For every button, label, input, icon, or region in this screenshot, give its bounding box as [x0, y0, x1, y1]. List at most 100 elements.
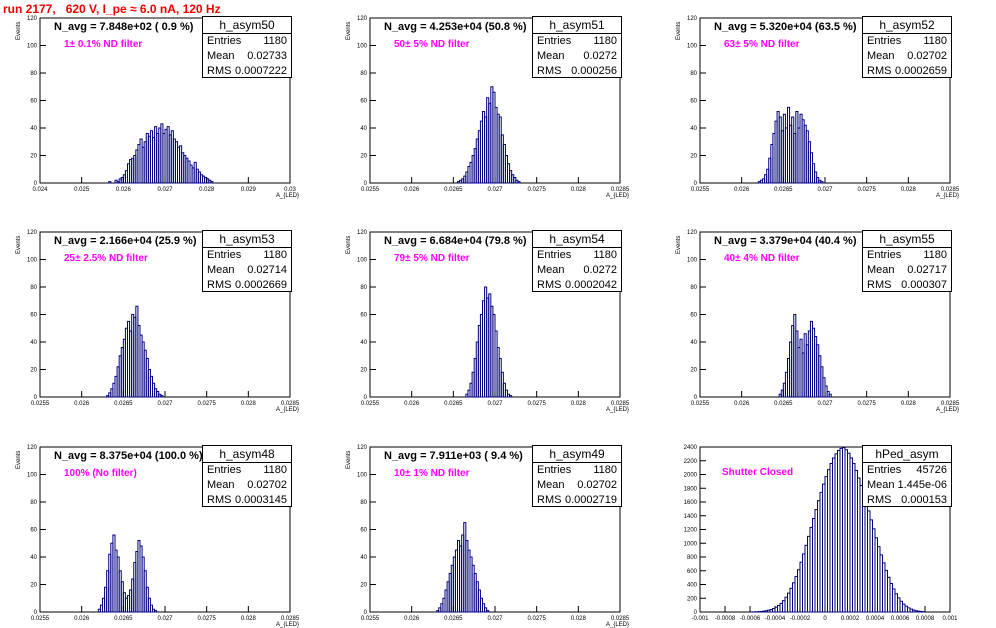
x-axis-label: A_{LED}: [606, 407, 629, 413]
x-tick-label: 0.027: [817, 401, 833, 407]
x-tick-label: -0.0008: [715, 616, 736, 622]
x-tick-label: 0.026: [404, 616, 420, 622]
x-tick-label: 0.0265: [774, 401, 793, 407]
y-tick-label: 2400: [684, 445, 698, 451]
x-tick-label: 0.027: [487, 187, 503, 193]
x-axis-label: A_{LED}: [276, 622, 299, 628]
stats-box-title: h_asym48: [203, 446, 291, 463]
stats-value: 0.0272: [583, 263, 617, 278]
stats-value: 1180: [593, 248, 617, 263]
y-tick-label: 600: [687, 569, 698, 575]
x-axis-label: A_{LED}: [606, 622, 629, 628]
x-tick-label: 0.0265: [114, 616, 133, 622]
stats-key: RMS: [867, 64, 891, 79]
histogram-bin: [821, 182, 823, 183]
navg-label: N_avg = 5.320e+04 (63.5 %): [714, 21, 856, 33]
y-tick-label: 40: [360, 555, 367, 561]
x-tick-label: 0.0255: [361, 401, 380, 407]
stats-value: 1180: [263, 463, 287, 478]
y-tick-label: 120: [27, 230, 38, 236]
x-tick-label: 0.0275: [857, 401, 876, 407]
y-tick-label: 2000: [684, 473, 698, 479]
stats-value: 0.000256: [571, 64, 617, 79]
y-tick-label: 120: [27, 445, 38, 451]
x-tick-label: 0.0275: [527, 401, 546, 407]
y-tick-label: 100: [357, 258, 368, 264]
y-tick-label: 80: [30, 500, 37, 506]
x-tick-label: 0.026: [734, 401, 750, 407]
y-tick-label: 120: [687, 230, 698, 236]
y-tick-label: 100: [687, 44, 698, 50]
histogram-bin: [109, 182, 111, 183]
y-tick-label: 40: [360, 340, 367, 346]
stats-key: Entries: [207, 463, 241, 478]
stats-value: 45726: [916, 463, 947, 478]
navg-label: N_avg = 6.684e+04 (79.8 %): [384, 235, 526, 247]
y-tick-label: 20: [360, 154, 367, 160]
x-axis-label: A_{LED}: [276, 193, 299, 199]
y-tick-label: 100: [687, 258, 698, 264]
stats-key: Mean: [867, 478, 895, 493]
y-tick-label: 120: [357, 230, 368, 236]
x-tick-label: 0.024: [32, 187, 48, 193]
y-tick-label: 60: [360, 528, 367, 534]
stats-value: 1180: [923, 34, 947, 49]
x-tick-label: 0.026: [74, 616, 90, 622]
stats-box-title: h_asym52: [863, 17, 951, 34]
y-tick-label: 40: [30, 126, 37, 132]
stats-value: 0.0002719: [565, 493, 617, 508]
x-tick-label: 0.028: [241, 401, 257, 407]
stats-box-title: h_asym55: [863, 231, 951, 248]
stats-box-title: h_asym53: [203, 231, 291, 248]
x-tick-label: 0.0275: [197, 616, 216, 622]
y-tick-label: 80: [30, 71, 37, 77]
x-tick-label: 0.027: [157, 187, 173, 193]
stats-key: RMS: [537, 278, 561, 293]
stats-box-title: h_asym51: [533, 17, 621, 34]
y-tick-label: 400: [687, 583, 698, 589]
stats-value: 1180: [263, 248, 287, 263]
x-tick-label: 0.026: [404, 401, 420, 407]
x-tick-label: 0.028: [571, 187, 587, 193]
stats-key: Entries: [537, 248, 571, 263]
x-tick-label: 0.027: [817, 187, 833, 193]
stats-value: 0.000307: [901, 278, 947, 293]
y-tick-label: 60: [360, 313, 367, 319]
y-tick-label: 800: [687, 555, 698, 561]
stats-value: 1180: [593, 463, 617, 478]
x-tick-label: 0.027: [487, 401, 503, 407]
y-axis-label: Events: [16, 451, 22, 469]
navg-label: N_avg = 7.911e+03 ( 9.4 %): [384, 450, 523, 462]
navg-label: N_avg = 8.375e+04 (100.0 %): [54, 450, 203, 462]
x-tick-label: 0.0275: [857, 187, 876, 193]
stats-key: Mean: [537, 49, 565, 64]
stats-value: 1180: [923, 248, 947, 263]
x-tick-label: 0.0255: [31, 616, 50, 622]
y-tick-label: 100: [357, 44, 368, 50]
y-tick-label: 1800: [684, 486, 698, 492]
filter-label: Shutter Closed: [722, 467, 793, 478]
y-tick-label: 60: [690, 99, 697, 105]
x-tick-label: 0.0265: [774, 187, 793, 193]
y-axis-label: Events: [346, 236, 352, 254]
y-tick-label: 100: [27, 473, 38, 479]
y-tick-label: 60: [360, 99, 367, 105]
